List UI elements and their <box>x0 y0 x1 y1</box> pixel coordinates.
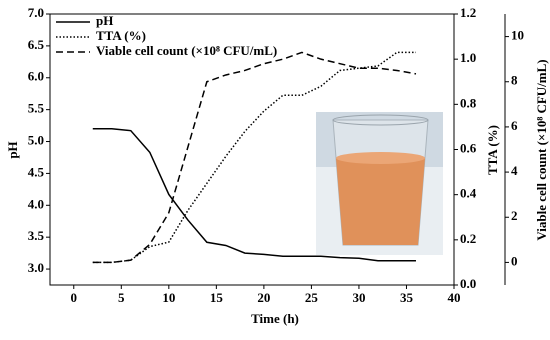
legend-label: TTA (%) <box>96 28 146 43</box>
y2-tick-label: 0.4 <box>460 186 477 201</box>
y-tick-label: 5.0 <box>28 133 44 148</box>
y3-tick-label: 4 <box>511 163 518 178</box>
y2-axis-title: TTA (%) <box>485 125 500 175</box>
y-tick-label: 3.0 <box>28 260 44 275</box>
x-tick-label: 35 <box>400 290 414 305</box>
y3-tick-label: 8 <box>511 73 518 88</box>
x-tick-label: 10 <box>162 290 175 305</box>
legend-label: pH <box>96 13 113 28</box>
y3-tick-label: 2 <box>511 208 518 223</box>
y2-tick-label: 0.2 <box>460 231 476 246</box>
series-line <box>92 128 416 262</box>
y2-tick-label: 1.2 <box>460 5 476 20</box>
y2-tick-label: 0.0 <box>460 276 476 291</box>
x-tick-label: 0 <box>71 290 78 305</box>
y-tick-label: 6.5 <box>28 37 45 52</box>
inset-photo <box>316 112 443 255</box>
x-tick-label: 25 <box>305 290 319 305</box>
y-tick-label: 4.5 <box>28 164 45 179</box>
y2-tick-label: 0.6 <box>460 140 477 155</box>
y-tick-label: 6.0 <box>28 69 44 84</box>
x-tick-label: 20 <box>257 290 270 305</box>
y-tick-label: 5.5 <box>28 101 45 116</box>
y3-tick-label: 6 <box>511 118 518 133</box>
y-tick-label: 3.5 <box>28 228 45 243</box>
y3-tick-label: 0 <box>511 253 518 268</box>
x-tick-label: 30 <box>352 290 365 305</box>
y2-tick-label: 0.8 <box>460 95 477 110</box>
y-tick-label: 7.0 <box>28 5 44 20</box>
x-tick-label: 40 <box>448 290 461 305</box>
x-tick-label: 5 <box>118 290 125 305</box>
x-axis-title: Time (h) <box>251 311 299 326</box>
x-tick-label: 15 <box>210 290 224 305</box>
y2-tick-label: 1.0 <box>460 50 476 65</box>
y3-tick-label: 10 <box>511 28 524 43</box>
y3-axis-title: Viable cell count (×10⁸ CFU/mL) <box>534 59 549 240</box>
series-line <box>92 51 417 264</box>
y-axis-title: pH <box>5 141 20 158</box>
y-tick-label: 4.0 <box>28 196 44 211</box>
legend-label: Viable cell count (×10⁸ CFU/mL) <box>96 43 277 58</box>
